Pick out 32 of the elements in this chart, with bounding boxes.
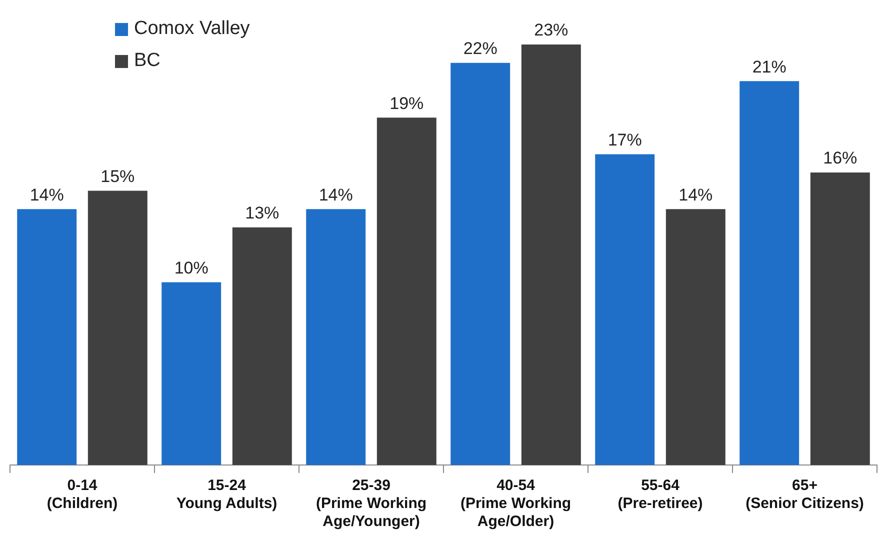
bar [595,154,655,465]
data-label: 19% [390,94,424,113]
bar [450,62,510,465]
data-label: 14% [30,185,64,204]
data-label: 15% [100,166,135,186]
bar [162,282,222,465]
x-tick-label: 25-39 (Prime Working Age/Younger) [316,477,427,530]
bar [232,227,292,465]
x-tick-label: 55-64 (Pre-retiree) [618,477,703,512]
data-label: 22% [463,39,498,58]
data-label: 23% [534,20,568,40]
bar [740,81,800,465]
bar [666,209,726,465]
bar [306,209,366,465]
bar [88,190,148,465]
x-tick-label: 65+ (Senior Citizens) [746,477,864,512]
data-label: 10% [174,258,208,278]
data-label: 14% [318,185,353,204]
x-tick-label: 0-14 (Children) [46,477,118,512]
data-label: 14% [678,185,713,204]
data-label: 16% [823,148,858,168]
x-tick-label: 40-54 (Prime Working Age/Older) [460,477,572,530]
bar [17,209,77,465]
legend-label: Comox Valley [134,18,250,40]
bar [810,172,870,465]
bar [376,118,436,465]
data-label: 21% [752,57,786,76]
bar [521,44,581,465]
data-label: 17% [608,130,642,150]
legend-label: BC [134,50,160,72]
x-tick-label: 15-24 Young Adults) [176,477,278,512]
data-label: 13% [245,204,280,223]
